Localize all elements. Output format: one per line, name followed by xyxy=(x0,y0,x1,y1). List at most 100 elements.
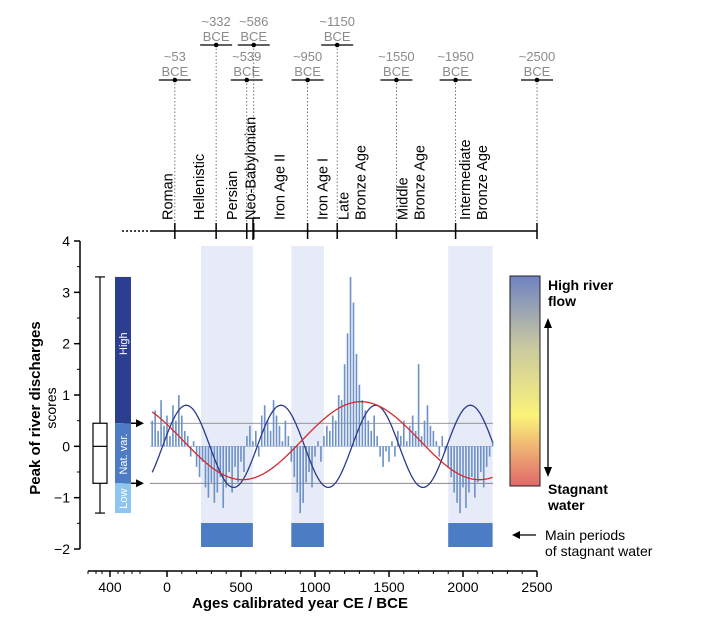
discharge-bar-27 xyxy=(231,446,233,493)
discharge-bar-13 xyxy=(189,446,192,457)
discharge-bar-5 xyxy=(166,415,168,447)
x-tick-label-4: 1500 xyxy=(373,579,404,595)
colorbar-bottom-label-1: water xyxy=(547,497,585,513)
discharge-bar-58 xyxy=(323,436,325,447)
boundary-date-1: ~332 xyxy=(201,14,230,29)
period-label-3-line-0: Neo-Babylonian xyxy=(244,117,260,220)
boundary-date-3: ~586 xyxy=(239,14,268,29)
discharge-bar-35 xyxy=(254,430,257,447)
long-cycle-line xyxy=(151,401,493,481)
y-tick-label-4: 0 xyxy=(62,438,70,454)
discharge-bar-96 xyxy=(435,441,438,447)
boundary-dot-3 xyxy=(251,42,257,48)
discharge-bar-33 xyxy=(249,425,251,447)
stagnant-period-bar-1 xyxy=(291,523,324,547)
discharge-bar-86 xyxy=(405,441,408,447)
stagnant-period-bar-0 xyxy=(201,523,253,547)
discharge-bar-59 xyxy=(326,425,328,447)
discharge-bar-79 xyxy=(385,446,387,452)
discharge-bar-32 xyxy=(246,436,248,447)
discharge-bar-108 xyxy=(471,446,473,478)
discharge-bar-48 xyxy=(293,446,296,478)
discharge-bar-85 xyxy=(402,420,405,447)
discharge-bar-114 xyxy=(488,446,491,457)
discharge-bar-25 xyxy=(225,446,228,488)
variability-nat-segment xyxy=(115,423,131,484)
discharge-bar-17 xyxy=(201,446,204,462)
discharge-bar-78 xyxy=(382,446,384,467)
boundary-era-7: BCE xyxy=(442,64,469,79)
discharge-bar-109 xyxy=(474,446,476,498)
discharge-bar-75 xyxy=(373,415,376,447)
y-tick-label-3: 1 xyxy=(62,387,70,403)
period-label-7-line-0: Middle xyxy=(396,177,412,220)
discharge-bar-64 xyxy=(340,400,343,447)
discharge-bar-45 xyxy=(284,420,287,447)
discharge-bar-81 xyxy=(391,441,393,447)
discharge-bar-70 xyxy=(358,384,361,447)
discharge-bar-66 xyxy=(346,333,349,447)
discharge-bar-1 xyxy=(154,410,156,447)
stagnant-period-bar-2 xyxy=(448,523,493,547)
boundary-dot-4 xyxy=(305,77,310,83)
shaded-periods-layer xyxy=(201,246,493,547)
boundary-date-7: ~1950 xyxy=(437,49,474,64)
discharge-bar-113 xyxy=(485,446,488,467)
discharge-bar-10 xyxy=(180,415,183,447)
discharge-bar-46 xyxy=(287,436,290,447)
discharge-bar-74 xyxy=(370,430,373,447)
boundary-date-0: ~53 xyxy=(164,49,186,64)
discharge-bar-34 xyxy=(252,441,254,447)
discharge-bar-110 xyxy=(476,446,479,483)
period-label-1-line-0: Hellenistic xyxy=(192,154,208,220)
discharge-bar-115 xyxy=(491,441,494,447)
discharge-bar-94 xyxy=(429,425,432,447)
boundary-era-8: BCE xyxy=(524,64,551,79)
discharge-bar-50 xyxy=(299,446,302,514)
boundary-era-2: BCE xyxy=(233,64,260,79)
discharge-bar-102 xyxy=(453,446,455,493)
boxplot-layer: High Nat. var. Low xyxy=(92,276,131,514)
discharge-bars-layer xyxy=(151,276,494,514)
x-tick-label-0: 400 xyxy=(98,579,122,595)
discharge-bar-31 xyxy=(243,446,245,472)
colorbar xyxy=(509,275,541,487)
variability-nat-label: Nat. var. xyxy=(118,434,130,475)
discharge-bar-0 xyxy=(151,420,154,447)
colorbar-bottom-label-0: Stagnant xyxy=(548,481,608,497)
variability-low-label: Low xyxy=(118,489,130,509)
flow-arrow-up-head xyxy=(544,318,552,328)
x-tick-label-2: 500 xyxy=(229,579,253,595)
variability-high-segment xyxy=(115,276,131,424)
discharge-bar-71 xyxy=(361,400,364,447)
discharge-bar-22 xyxy=(216,446,219,493)
discharge-bar-101 xyxy=(450,446,452,478)
period-label-4-line-0: Iron Age II xyxy=(272,154,288,220)
period-label-8-line-0: Intermediate xyxy=(458,139,474,220)
discharge-bar-77 xyxy=(379,446,381,457)
discharge-bar-44 xyxy=(281,441,284,447)
variability-high-label: High xyxy=(118,332,130,355)
x-axis-title: Ages calibrated year CE / BCE xyxy=(192,595,408,612)
discharge-bar-103 xyxy=(456,446,458,503)
discharge-bar-6 xyxy=(169,436,171,447)
discharge-bar-51 xyxy=(302,446,304,503)
colorbar-top-label-1: flow xyxy=(548,293,576,309)
period-label-6-line-1: Bronze Age xyxy=(354,145,370,220)
discharge-bar-23 xyxy=(219,446,222,478)
boundary-date-2: ~539 xyxy=(232,49,261,64)
discharge-bar-9 xyxy=(178,395,180,447)
period-label-7-line-1: Bronze Age xyxy=(413,145,429,220)
discharge-bar-36 xyxy=(257,446,260,457)
short-cycle-line xyxy=(151,404,494,489)
discharge-bar-14 xyxy=(192,441,195,447)
discharge-bar-40 xyxy=(269,430,272,447)
discharge-bar-93 xyxy=(426,405,429,447)
x-tick-label-1: 0 xyxy=(163,579,171,595)
discharge-bar-68 xyxy=(352,302,355,447)
discharge-bar-7 xyxy=(172,405,174,447)
annotation-label-0: Main periods xyxy=(545,527,625,543)
boundary-dot-6 xyxy=(394,77,399,83)
boundary-era-3: BCE xyxy=(240,29,267,44)
